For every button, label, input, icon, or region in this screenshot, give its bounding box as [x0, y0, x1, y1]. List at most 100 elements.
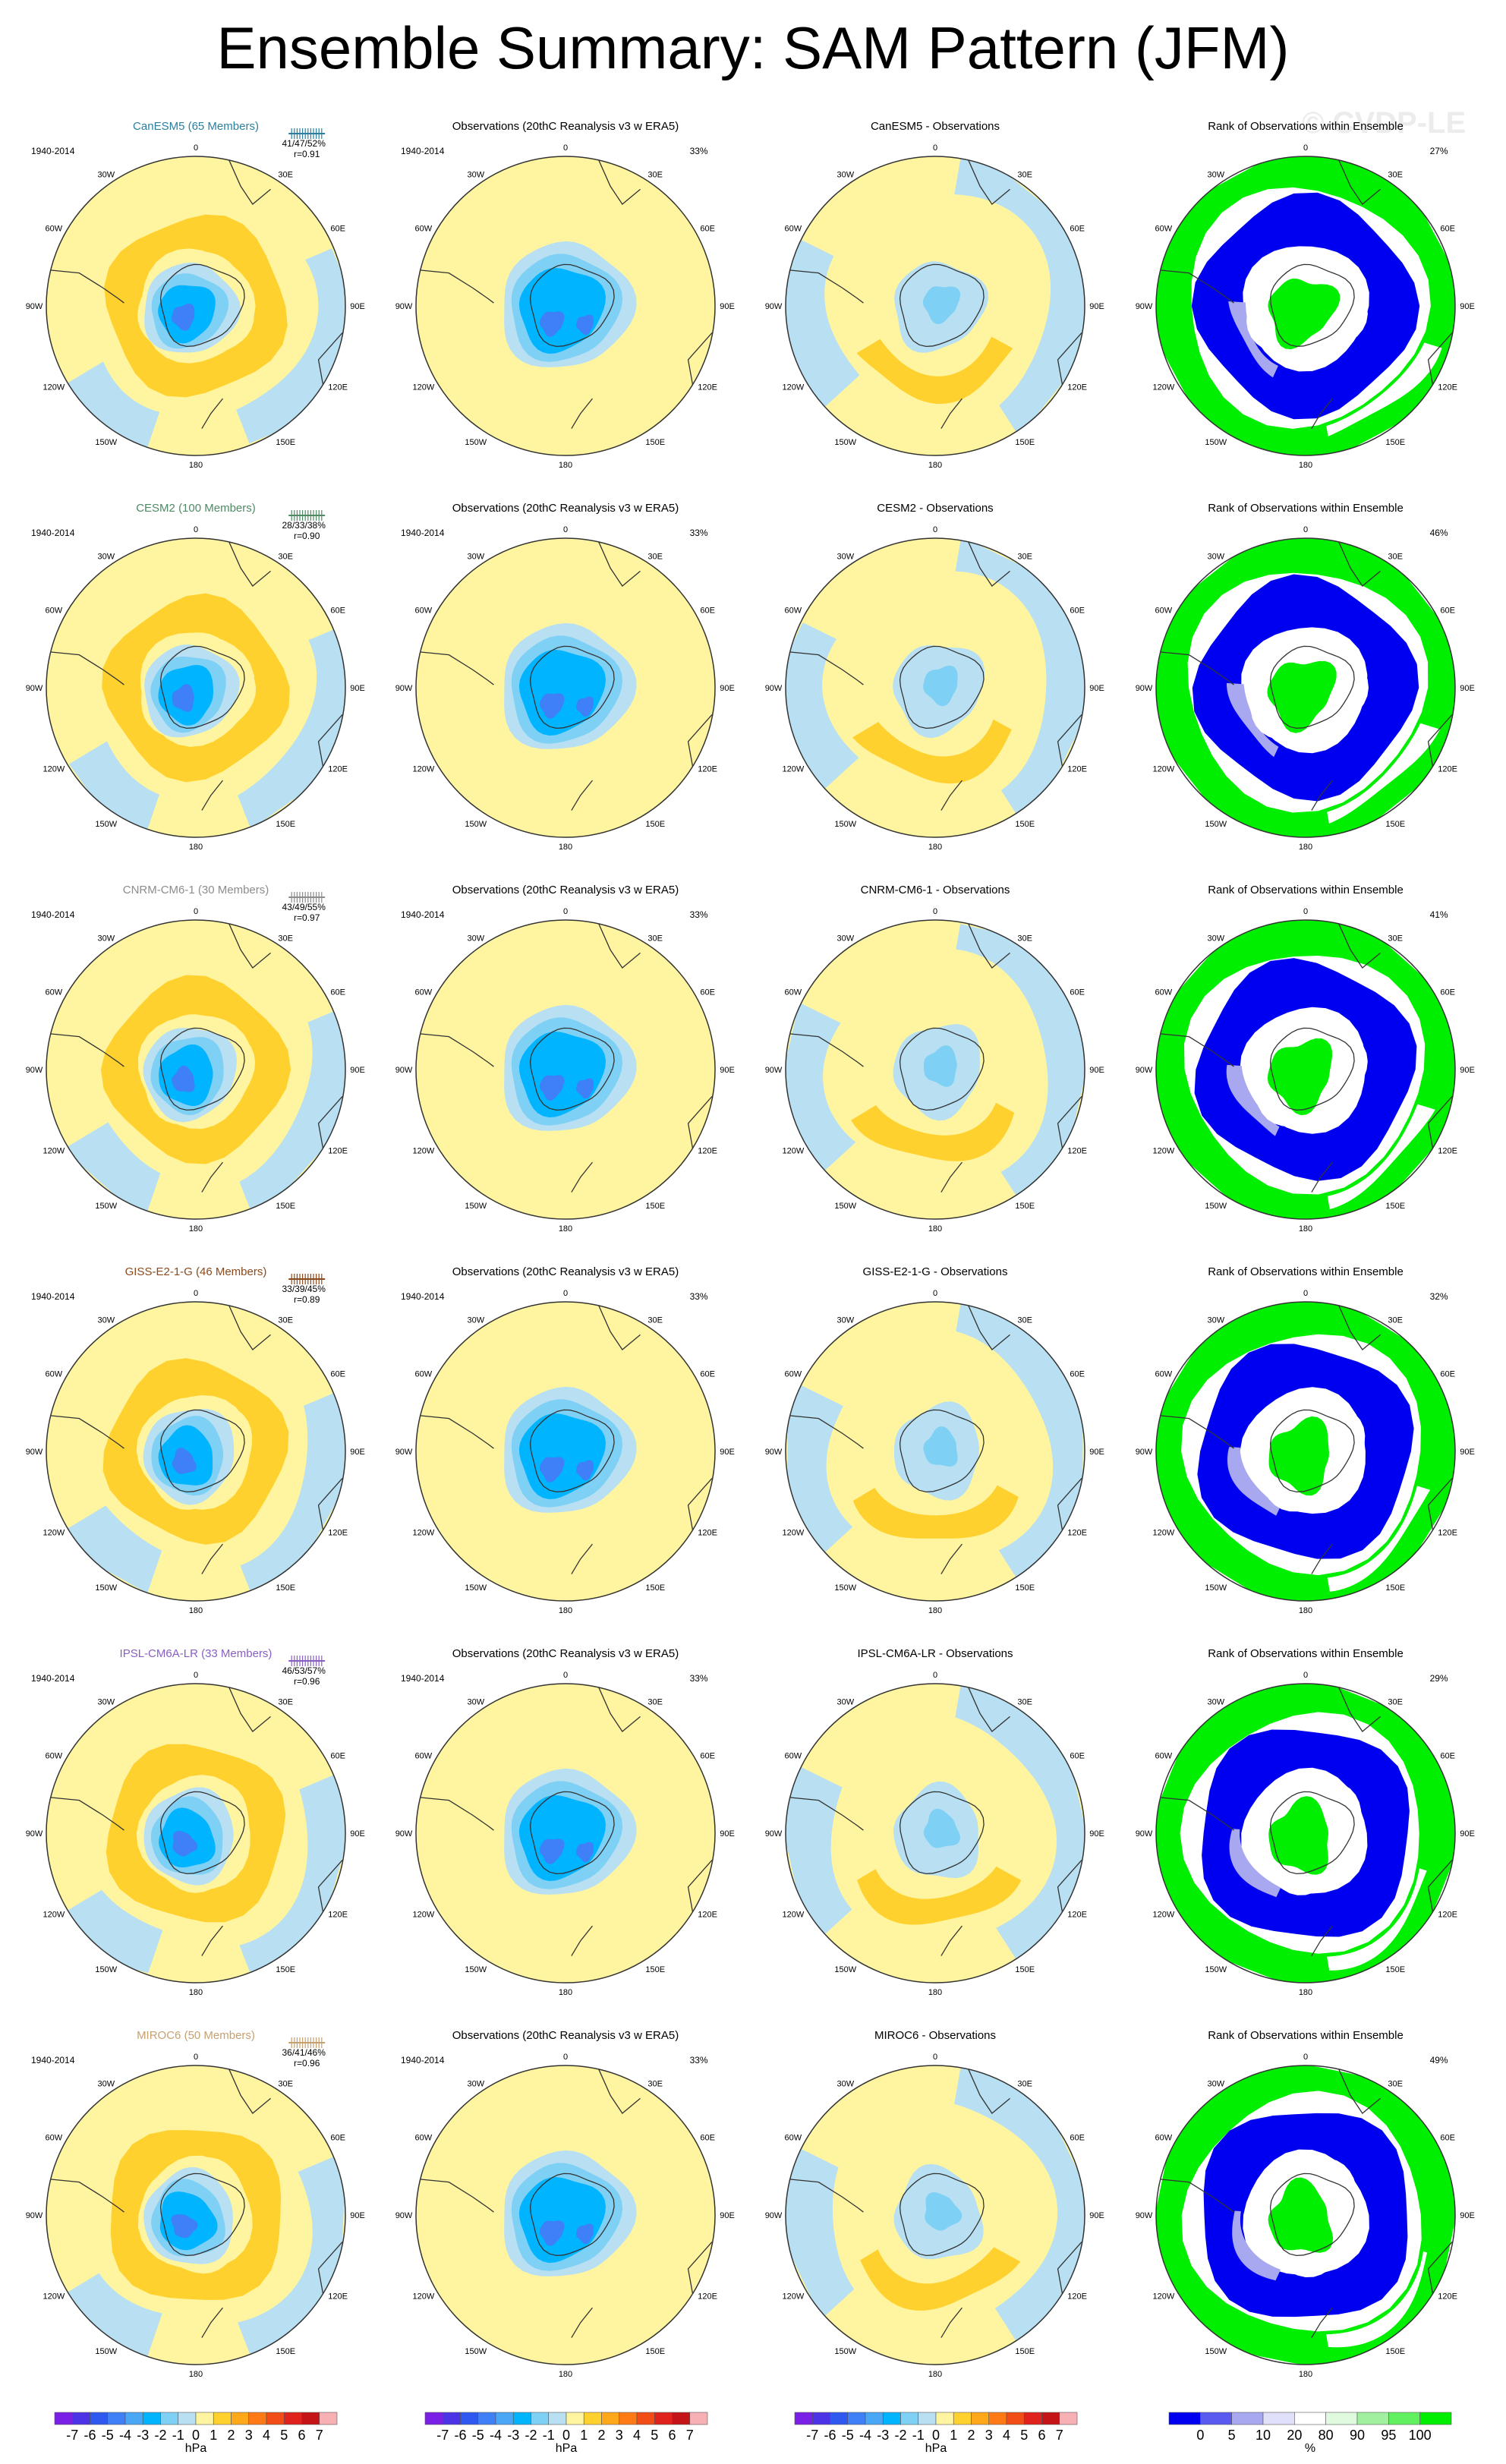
colorbar-label: 95: [1381, 2428, 1396, 2443]
rank-fill: [1156, 1302, 1455, 1601]
new-zealand-coastline: [571, 1161, 593, 1193]
lon-label: 60E: [330, 988, 345, 997]
observations-map: 0 30E 60E 90E 120E 150E 180 150W 120W 90W 60W 30W Ob…: [395, 2029, 735, 2379]
pattern-stats: 36/41/46%: [282, 2047, 326, 2058]
obs-title: Observations (20thC Reanalysis v3 w ERA5…: [452, 884, 679, 896]
colorbar-label: -4: [119, 2428, 131, 2443]
obs-percent: 33%: [690, 1291, 708, 1302]
lon-label: 150W: [465, 1965, 487, 1974]
new-zealand-coastline: [940, 1543, 963, 1574]
positive-band: [55, 2273, 162, 2360]
south-america-coastline: [1158, 269, 1234, 304]
rank-percent: 41%: [1430, 909, 1448, 920]
antarctica-coastline: [1269, 263, 1355, 348]
low-5: [576, 314, 594, 336]
antarctica-coastline: [899, 1791, 985, 1875]
colorbar-label: 0: [932, 2428, 940, 2443]
lon-label: 0: [194, 2053, 198, 2062]
colorbar-swatch: [160, 2412, 179, 2425]
low-5: [576, 1460, 594, 1481]
lon-label: 90W: [765, 2211, 783, 2220]
lon-label: 120E: [1438, 1910, 1457, 1919]
colorbar-label: 10: [1256, 2428, 1271, 2443]
positive-band: [954, 156, 1085, 436]
lon-label: 180: [1299, 1224, 1312, 1234]
pattern-correlation: r=0.89: [294, 1294, 320, 1305]
lon-label: 60W: [1155, 1752, 1173, 1761]
lon-label: 150W: [465, 820, 487, 829]
lon-label: 0: [933, 1289, 937, 1298]
map-border: [46, 156, 346, 456]
lon-label: 0: [933, 1671, 937, 1680]
lon-label: 180: [189, 461, 203, 470]
colorbar-label: 90: [1350, 2428, 1365, 2443]
colorbar-swatch: [283, 2412, 302, 2425]
rank-title: Rank of Observations within Ensemble: [1208, 502, 1404, 515]
lon-label: 0: [933, 525, 937, 534]
orange-arc: [860, 2247, 1021, 2311]
lon-label: 30W: [836, 553, 854, 562]
map-border: [785, 919, 1085, 1220]
colorbar-label: -1: [543, 2428, 555, 2443]
period-label: 1940-2014: [401, 2055, 445, 2065]
colorbar-swatch: [1023, 2412, 1042, 2425]
rank-map: 0 30E 60E 90E 120E 150E 180 150W 120W 90W 60W 30W Ra…: [1136, 884, 1475, 1234]
lon-label: 120W: [43, 2292, 65, 2301]
lon-label: 90W: [395, 2211, 413, 2220]
south-america-coastline: [788, 2179, 864, 2213]
lon-label: 60W: [46, 1370, 63, 1379]
colorbar-swatch: [935, 2412, 954, 2425]
africa-coastline: [228, 540, 271, 588]
colorbar-swatch: [142, 2412, 161, 2425]
difference-title: GISS-E2-1-G - Observations: [863, 1265, 1008, 1278]
lon-label: 30W: [467, 171, 484, 180]
lon-label: 90E: [720, 1829, 735, 1839]
lon-label: 150W: [1205, 438, 1227, 447]
rank-percent: 27%: [1430, 146, 1448, 156]
lon-label: 60W: [785, 1370, 802, 1379]
south-america-coastline: [1158, 651, 1234, 685]
africa-coastline: [597, 922, 641, 969]
rank-blue-ring: [1197, 1344, 1414, 1559]
map-fill: [416, 1684, 715, 1983]
pattern-correlation: r=0.96: [294, 1676, 320, 1687]
lon-label: 150E: [1385, 438, 1405, 447]
lon-label: 30W: [836, 171, 854, 180]
lon-label: 150E: [1385, 1965, 1405, 1974]
lon-label: 120E: [1067, 1146, 1087, 1155]
lon-label: 120E: [698, 2292, 717, 2301]
lon-label: 90E: [1089, 1448, 1104, 1457]
lon-label: 150E: [1015, 438, 1035, 447]
positive-band: [64, 1122, 161, 1218]
new-zealand-coastline: [201, 1543, 223, 1574]
lon-label: 90W: [395, 1448, 413, 1457]
colorbar-swatch: [865, 2412, 884, 2425]
lon-label: 150W: [465, 1202, 487, 1211]
lon-label: 60E: [1070, 607, 1085, 616]
lon-label: 180: [559, 1606, 572, 1615]
lon-label: 0: [1303, 143, 1308, 153]
lon-label: 90E: [720, 1448, 735, 1457]
lon-label: 150W: [834, 1202, 856, 1211]
lon-label: 120E: [328, 2292, 348, 2301]
new-zealand-coastline: [571, 398, 593, 429]
orange-arc: [852, 1485, 1019, 1539]
colorbar-swatch: [1325, 2412, 1358, 2425]
lon-label: 30E: [647, 1698, 663, 1707]
lon-label: 60E: [330, 1752, 345, 1761]
pattern-correlation: r=0.97: [294, 912, 320, 923]
map-border: [1155, 156, 1456, 456]
observations-map: 0 30E 60E 90E 120E 150E 180 150W 120W 90W 60W 30W Ob…: [395, 884, 735, 1234]
map-border: [46, 919, 346, 1220]
rank-gap: [1326, 342, 1442, 436]
antarctica-coastline: [159, 263, 245, 348]
low-4: [539, 1839, 565, 1864]
south-america-coastline: [788, 1033, 864, 1067]
colorbar-label: 80: [1319, 2428, 1334, 2443]
lon-label: 90W: [765, 1066, 783, 1075]
africa-coastline: [967, 159, 1010, 206]
new-zealand-coastline: [571, 2307, 593, 2338]
low-4: [539, 1075, 565, 1101]
orange-arc: [851, 1102, 1015, 1161]
